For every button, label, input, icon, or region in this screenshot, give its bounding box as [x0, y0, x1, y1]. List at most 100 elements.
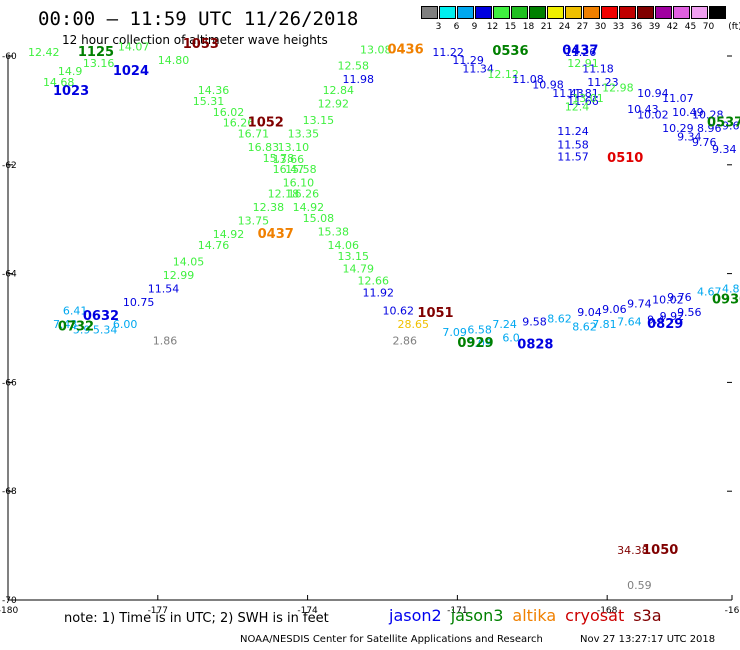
wave-height-label: 10.62	[382, 304, 414, 317]
wave-height-label: 12.66	[358, 274, 390, 287]
wave-height-label: 11.22	[432, 46, 464, 59]
legend-label: 3	[435, 22, 442, 32]
wave-height-label: 2.86	[392, 334, 417, 347]
legend-label: 18	[522, 22, 535, 32]
wave-height-label: 12.91	[567, 57, 599, 70]
legend-swatch	[601, 6, 618, 19]
wave-height-label: 11.18	[582, 62, 614, 75]
time-label: 0436	[387, 42, 423, 57]
footer-credit: NOAA/NESDIS Center for Satellite Applica…	[240, 634, 543, 645]
wave-height-label: 11.66	[567, 95, 599, 108]
time-label: 0510	[607, 151, 643, 166]
wave-height-label: 9.34	[677, 130, 702, 143]
wave-height-label: 16.47	[273, 163, 305, 176]
wave-height-label: 7.64	[617, 315, 642, 328]
legend-swatch	[673, 6, 690, 19]
wave-height-label: 9.58	[522, 315, 547, 328]
wave-height-label: 9.60	[722, 119, 740, 132]
wave-height-label: 13.66	[273, 153, 305, 166]
legend-swatch	[691, 6, 708, 19]
wave-height-label: 10.43	[627, 103, 659, 116]
legend-label: 21	[540, 22, 553, 32]
wave-height-label: 11.92	[363, 286, 395, 299]
x-tick-label: -16	[725, 606, 740, 616]
wave-height-label: 12.98	[602, 81, 634, 94]
wave-height-label: 9.76	[667, 291, 692, 304]
wave-height-label: 10.49	[672, 106, 704, 119]
wave-height-label: 14.76	[198, 239, 230, 252]
wave-height-label: 12.99	[163, 269, 195, 282]
wave-height-label: 6.00	[113, 318, 137, 331]
wave-height-label: 28.65	[397, 318, 429, 331]
wave-height-label: 13.01	[572, 92, 604, 105]
legend-swatch	[529, 6, 546, 19]
legend-swatch	[439, 6, 456, 19]
wave-height-label: 7.09	[442, 326, 467, 339]
y-tick-label: -66	[2, 378, 17, 388]
legend-unit: (ft)	[728, 22, 740, 32]
wave-height-label: 11.58	[557, 138, 589, 151]
wave-height-label: 5.09	[467, 337, 492, 350]
legend-swatch	[637, 6, 654, 19]
wave-height-label: 16.02	[213, 106, 245, 119]
wave-height-label: 9.74	[627, 297, 652, 310]
satellite-jason2: jason2	[389, 606, 442, 625]
wave-height-label: 14.07	[118, 41, 149, 54]
legend-label: 30	[594, 22, 607, 32]
time-label: 0829	[647, 317, 683, 332]
wave-height-label: 9.76	[692, 136, 717, 149]
wave-height-label: 4.67	[697, 285, 722, 298]
time-label: 1050	[642, 543, 678, 558]
wave-height-label: 12.84	[323, 84, 355, 97]
legend-swatch	[511, 6, 528, 19]
wave-height-label: 8.96	[697, 122, 722, 135]
wave-height-label: 11.26	[565, 46, 597, 59]
wave-height-label: 16.83	[248, 141, 279, 154]
wave-height-label: 11.57	[557, 150, 589, 163]
wave-height-label: 9.4	[647, 314, 665, 327]
time-label: 1125	[78, 45, 114, 60]
satellite-s3a: s3a	[633, 606, 662, 625]
time-label: 0536	[492, 44, 528, 59]
chart-subtitle: 12 hour collection of altimeter wave hei…	[62, 33, 328, 47]
wave-height-label: 15.08	[303, 212, 335, 225]
time-label: 0732	[58, 320, 94, 335]
time-label: 0632	[83, 309, 119, 324]
wave-height-label: 15.58	[285, 163, 317, 176]
legend-swatch	[547, 6, 564, 19]
legend-label: 15	[504, 22, 517, 32]
wave-height-label: 14.79	[343, 263, 375, 276]
wave-height-label: 13.75	[238, 215, 269, 228]
y-tick-label: -62	[2, 161, 17, 171]
wave-height-label: 12.38	[253, 201, 284, 214]
wave-height-label: 14.9	[58, 65, 82, 78]
legend-label: 6	[453, 22, 460, 32]
x-tick-label: -171	[447, 606, 467, 616]
wave-height-label: 14.36	[198, 84, 230, 97]
wave-height-label: 11.23	[587, 76, 619, 89]
legend-swatch	[619, 6, 636, 19]
wave-height-label: 8.62	[572, 321, 597, 334]
wave-height-label: 12.42	[28, 46, 59, 59]
wave-height-label: 14.80	[158, 54, 190, 67]
wave-height-label: 6.41	[63, 304, 87, 317]
wave-height-label: 14.05	[173, 255, 205, 268]
time-label: 0537	[707, 116, 740, 131]
wave-height-label: 9.56	[677, 306, 702, 319]
wave-height-label: 11.43	[552, 87, 584, 100]
satellite-altika: altika	[512, 606, 557, 625]
legend-label: 33	[612, 22, 625, 32]
wave-height-label: 5.34	[93, 323, 118, 336]
legend-label: 27	[576, 22, 589, 32]
legend-label: 45	[684, 22, 697, 32]
legend-swatch	[457, 6, 474, 19]
wave-height-label: 5.9	[73, 323, 91, 336]
time-label: 0929	[457, 336, 493, 351]
wave-height-label: 7.81	[592, 318, 617, 331]
wave-height-label: 6.58	[467, 323, 492, 336]
wave-height-label: 9.92	[660, 310, 685, 323]
wave-height-label: 11.07	[662, 92, 694, 105]
x-tick-label: -180	[0, 606, 18, 616]
wave-height-label: 15.78	[263, 152, 295, 165]
wave-height-label: 11.54	[148, 283, 180, 296]
